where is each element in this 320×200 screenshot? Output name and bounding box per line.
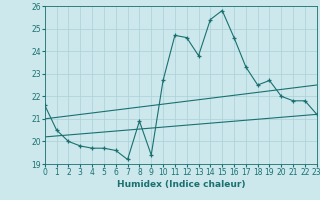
X-axis label: Humidex (Indice chaleur): Humidex (Indice chaleur) xyxy=(116,180,245,189)
